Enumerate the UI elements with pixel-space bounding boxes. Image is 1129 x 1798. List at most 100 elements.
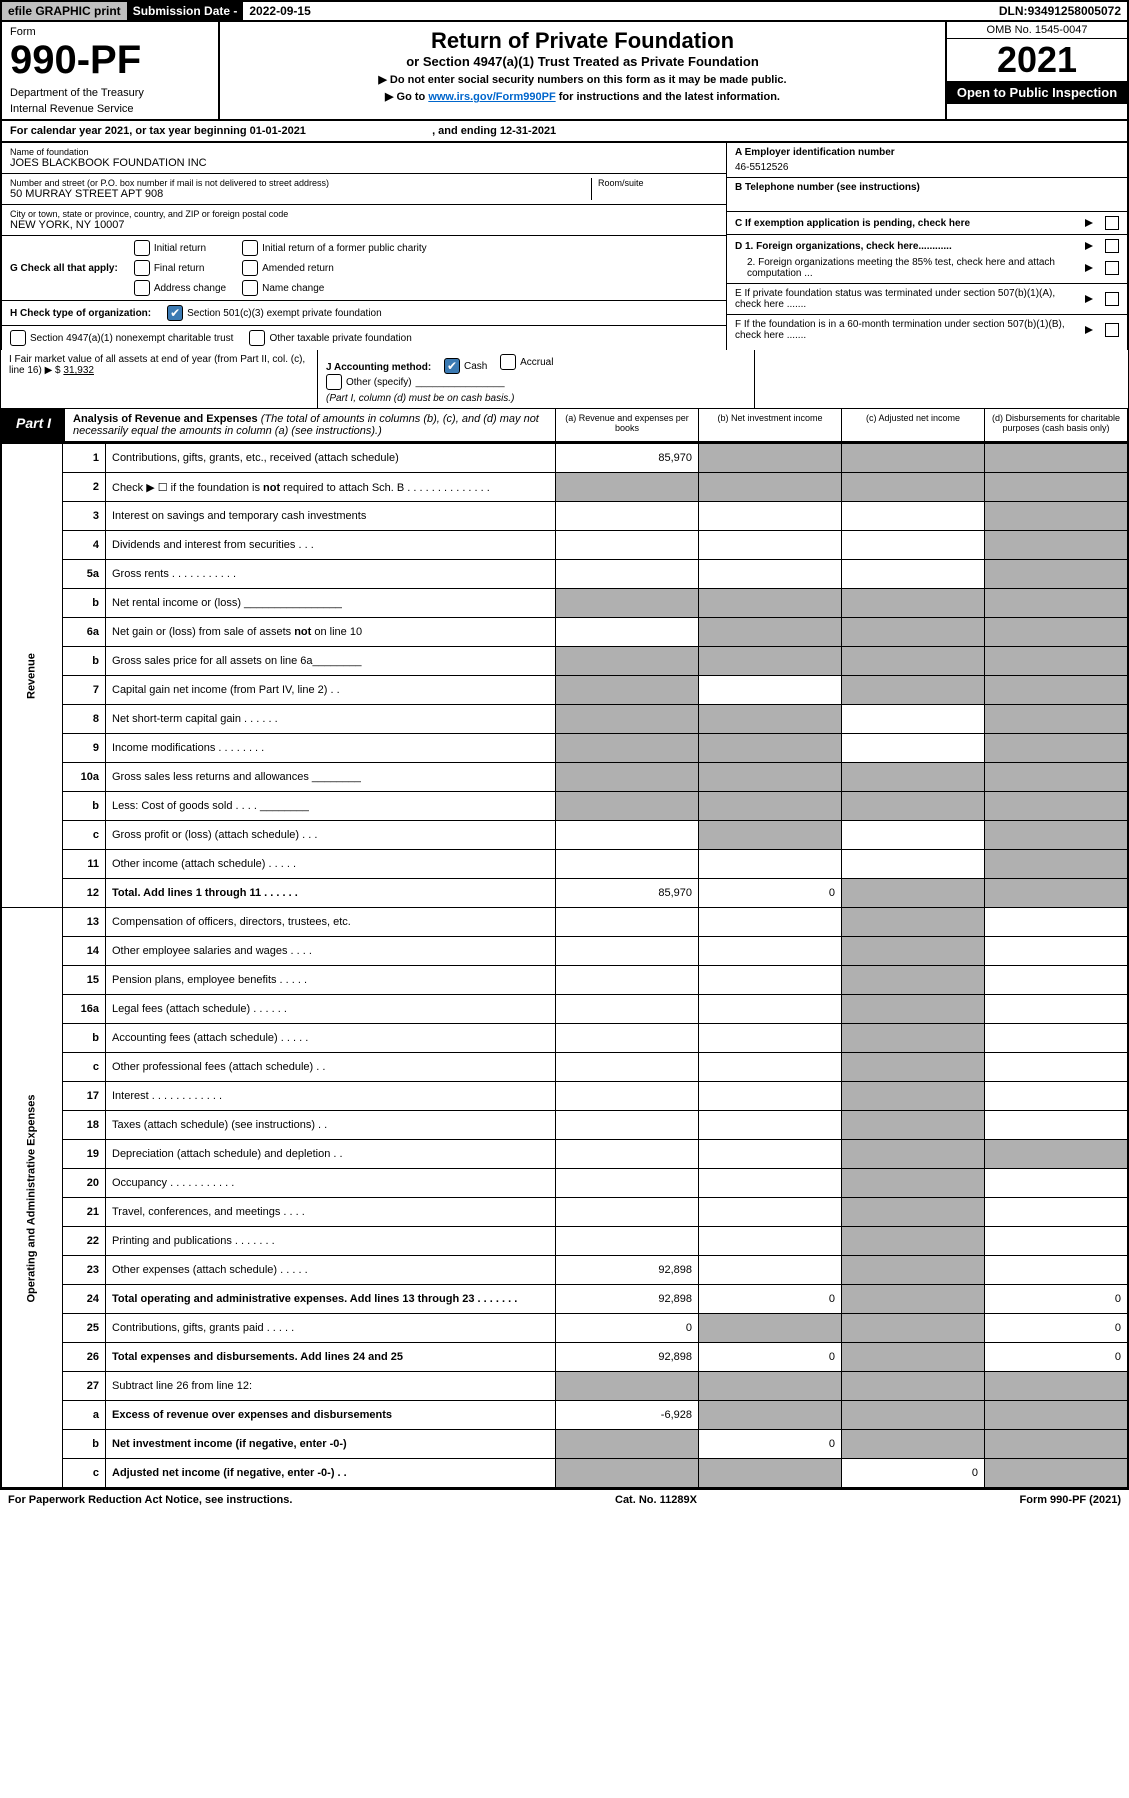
amount-cell <box>699 531 842 560</box>
line-description: Excess of revenue over expenses and disb… <box>106 1401 556 1430</box>
checkbox-f[interactable] <box>1105 323 1119 337</box>
amount-cell <box>699 560 842 589</box>
line-description: Dividends and interest from securities .… <box>106 531 556 560</box>
title-sub: or Section 4947(a)(1) Trust Treated as P… <box>226 54 939 69</box>
line-description: Other income (attach schedule) . . . . . <box>106 850 556 879</box>
amount-cell <box>985 1169 1129 1198</box>
checkbox-final-return[interactable] <box>134 260 150 276</box>
table-row: 12Total. Add lines 1 through 11 . . . . … <box>1 879 1128 908</box>
title-main: Return of Private Foundation <box>226 28 939 54</box>
amount-cell <box>699 850 842 879</box>
checkbox-name-change[interactable] <box>242 280 258 296</box>
table-row: 18Taxes (attach schedule) (see instructi… <box>1 1111 1128 1140</box>
table-row: 11Other income (attach schedule) . . . .… <box>1 850 1128 879</box>
line-number: b <box>63 792 106 821</box>
goto-link[interactable]: www.irs.gov/Form990PF <box>428 91 555 103</box>
f-label: F If the foundation is in a 60-month ter… <box>735 319 1077 341</box>
addr-label: Number and street (or P.O. box number if… <box>10 178 591 188</box>
amount-cell <box>699 502 842 531</box>
line-number: 2 <box>63 473 106 502</box>
dln: DLN: 93491258005072 <box>993 2 1127 20</box>
amount-cell <box>842 1082 985 1111</box>
checkbox-initial-public[interactable] <box>242 240 258 256</box>
amount-cell: 0 <box>699 1430 842 1459</box>
amount-cell <box>985 618 1129 647</box>
table-row: 21Travel, conferences, and meetings . . … <box>1 1198 1128 1227</box>
line-number: 18 <box>63 1111 106 1140</box>
j-note: (Part I, column (d) must be on cash basi… <box>326 393 514 404</box>
amount-cell <box>556 763 699 792</box>
amount-cell <box>842 1256 985 1285</box>
dept2: Internal Revenue Service <box>10 103 210 115</box>
line-number: 10a <box>63 763 106 792</box>
line-number: 24 <box>63 1285 106 1314</box>
amount-cell <box>842 560 985 589</box>
line-number: 27 <box>63 1372 106 1401</box>
amount-cell <box>556 821 699 850</box>
amount-cell <box>556 502 699 531</box>
amount-cell <box>985 647 1129 676</box>
amount-cell <box>985 705 1129 734</box>
amount-cell <box>556 560 699 589</box>
line-description: Net gain or (loss) from sale of assets n… <box>106 618 556 647</box>
amount-cell <box>985 444 1129 473</box>
table-row: 26Total expenses and disbursements. Add … <box>1 1343 1128 1372</box>
amount-cell <box>985 734 1129 763</box>
amount-cell <box>699 995 842 1024</box>
line-number: 6a <box>63 618 106 647</box>
checkbox-address-change[interactable] <box>134 280 150 296</box>
line-description: Contributions, gifts, grants paid . . . … <box>106 1314 556 1343</box>
amount-cell <box>699 734 842 763</box>
address: 50 MURRAY STREET APT 908 <box>10 188 591 200</box>
amount-cell <box>842 444 985 473</box>
amount-cell <box>842 705 985 734</box>
amount-cell <box>842 473 985 502</box>
amount-cell <box>842 1111 985 1140</box>
line-number: 11 <box>63 850 106 879</box>
table-row: 10aGross sales less returns and allowanc… <box>1 763 1128 792</box>
amount-cell: 85,970 <box>556 879 699 908</box>
amount-cell <box>699 1053 842 1082</box>
table-row: 20Occupancy . . . . . . . . . . . <box>1 1169 1128 1198</box>
checkbox-4947[interactable] <box>10 330 26 346</box>
col-d-hdr: (d) Disbursements for charitable purpose… <box>984 409 1127 441</box>
table-row: bGross sales price for all assets on lin… <box>1 647 1128 676</box>
checkbox-amended[interactable] <box>242 260 258 276</box>
line-number: 12 <box>63 879 106 908</box>
checkbox-accrual[interactable] <box>500 354 516 370</box>
amount-cell <box>699 444 842 473</box>
line-description: Contributions, gifts, grants, etc., rece… <box>106 444 556 473</box>
amount-cell <box>842 763 985 792</box>
amount-cell: 0 <box>985 1285 1129 1314</box>
amount-cell <box>556 792 699 821</box>
table-row: bNet investment income (if negative, ent… <box>1 1430 1128 1459</box>
table-row: cGross profit or (loss) (attach schedule… <box>1 821 1128 850</box>
amount-cell <box>842 1024 985 1053</box>
amount-cell <box>699 589 842 618</box>
form-number: 990-PF <box>10 38 210 83</box>
amount-cell <box>985 937 1129 966</box>
amount-cell <box>699 618 842 647</box>
checkbox-initial-return[interactable] <box>134 240 150 256</box>
checkbox-501c3[interactable]: ✔ <box>167 305 183 321</box>
amount-cell <box>985 908 1129 937</box>
checkbox-e[interactable] <box>1105 292 1119 306</box>
checkbox-c[interactable] <box>1105 216 1119 230</box>
amount-cell: 0 <box>699 1343 842 1372</box>
footer: For Paperwork Reduction Act Notice, see … <box>0 1489 1129 1510</box>
checkbox-cash[interactable]: ✔ <box>444 358 460 374</box>
line-description: Compensation of officers, directors, tru… <box>106 908 556 937</box>
checkbox-d1[interactable] <box>1105 239 1119 253</box>
amount-cell <box>985 792 1129 821</box>
line-number: c <box>63 1053 106 1082</box>
tax-year: 2021 <box>947 39 1127 81</box>
checkbox-d2[interactable] <box>1105 261 1119 275</box>
amount-cell <box>985 1024 1129 1053</box>
table-row: bAccounting fees (attach schedule) . . .… <box>1 1024 1128 1053</box>
amount-cell <box>985 1111 1129 1140</box>
checkbox-other[interactable] <box>326 374 342 390</box>
table-row: 14Other employee salaries and wages . . … <box>1 937 1128 966</box>
amount-cell <box>985 1256 1129 1285</box>
line-number: 19 <box>63 1140 106 1169</box>
checkbox-other-taxable[interactable] <box>249 330 265 346</box>
